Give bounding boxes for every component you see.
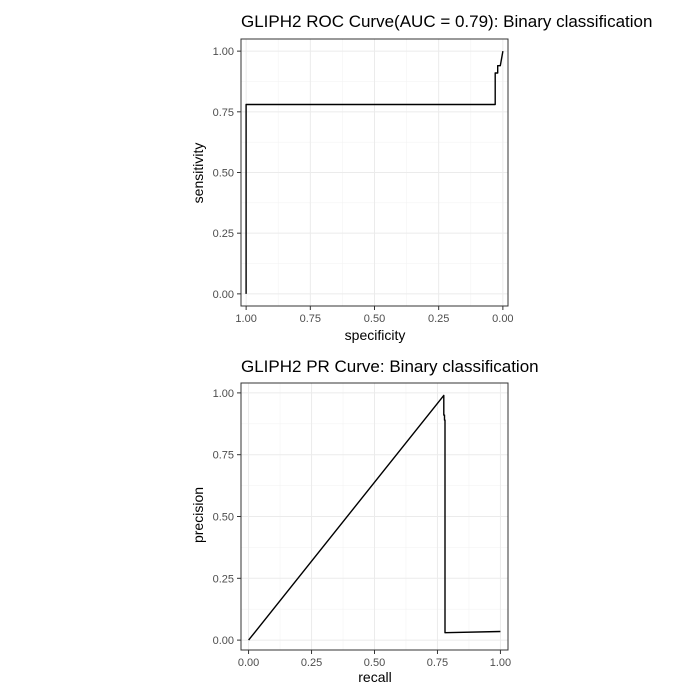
y-tick-label: 1.00 — [213, 46, 234, 58]
x-axis-title: recall — [358, 669, 391, 685]
x-tick-label: 0.50 — [364, 313, 385, 325]
grid — [241, 383, 508, 650]
x-tick-label: 1.00 — [235, 313, 256, 325]
pr-chart: GLIPH2 PR Curve: Binary classification 0… — [190, 357, 539, 685]
y-tick-label: 0.25 — [213, 228, 234, 240]
x-tick-label: 0.00 — [238, 657, 259, 669]
y-axis-title: precision — [190, 487, 206, 543]
y-tick-label: 0.50 — [213, 168, 234, 180]
x-tick-label: 0.25 — [428, 313, 449, 325]
grid — [241, 39, 508, 306]
x-tick-label: 0.25 — [301, 657, 322, 669]
axis-ticks: 0.00 0.25 0.50 0.75 1.00 0.00 0.25 0.50 0.75 1.00 — [213, 388, 512, 669]
y-tick-label: 0.00 — [213, 635, 234, 647]
y-tick-label: 0.75 — [213, 450, 234, 462]
x-tick-label: 1.00 — [490, 657, 511, 669]
chart-title: GLIPH2 PR Curve: Binary classification — [241, 357, 539, 376]
series-line — [245, 50, 504, 294]
x-tick-label: 0.50 — [364, 657, 385, 669]
series-line — [248, 394, 501, 641]
x-tick-label: 0.75 — [300, 313, 321, 325]
x-tick-label: 0.00 — [492, 313, 513, 325]
y-tick-label: 0.75 — [213, 107, 234, 119]
x-axis-title: specificity — [345, 327, 406, 343]
data-series — [245, 50, 504, 294]
data-series — [248, 394, 501, 641]
y-tick-label: 1.00 — [213, 388, 234, 400]
y-tick-label: 0.50 — [213, 512, 234, 524]
y-tick-label: 0.25 — [213, 573, 234, 585]
y-tick-label: 0.00 — [213, 289, 234, 301]
axis-ticks: 1.00 0.75 0.50 0.25 0.00 0.00 0.25 0.50 0.75 1.00 — [213, 46, 514, 325]
chart-title: GLIPH2 ROC Curve(AUC = 0.79): Binary cla… — [241, 12, 652, 31]
roc-chart: GLIPH2 ROC Curve(AUC = 0.79): Binary cla… — [190, 12, 652, 343]
x-tick-label: 0.75 — [427, 657, 448, 669]
y-axis-title: sensitivity — [190, 143, 206, 204]
